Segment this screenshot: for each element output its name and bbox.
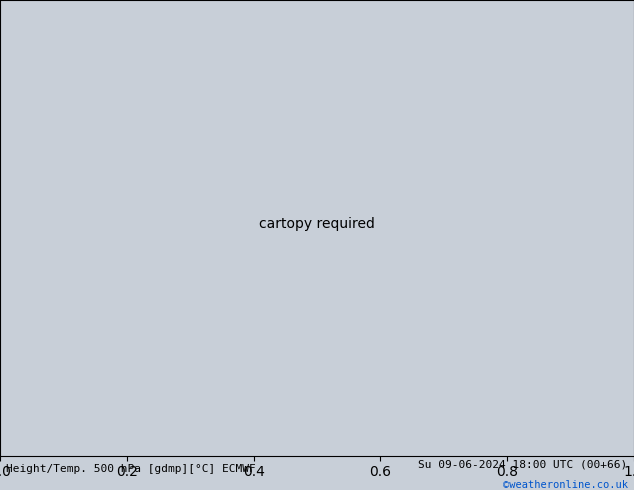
- Text: ©weatheronline.co.uk: ©weatheronline.co.uk: [503, 480, 628, 490]
- Text: cartopy required: cartopy required: [259, 217, 375, 231]
- Text: Su 09-06-2024 18:00 UTC (00+66): Su 09-06-2024 18:00 UTC (00+66): [418, 459, 628, 469]
- Text: Height/Temp. 500 hPa [gdmp][°C] ECMWF: Height/Temp. 500 hPa [gdmp][°C] ECMWF: [6, 465, 256, 474]
